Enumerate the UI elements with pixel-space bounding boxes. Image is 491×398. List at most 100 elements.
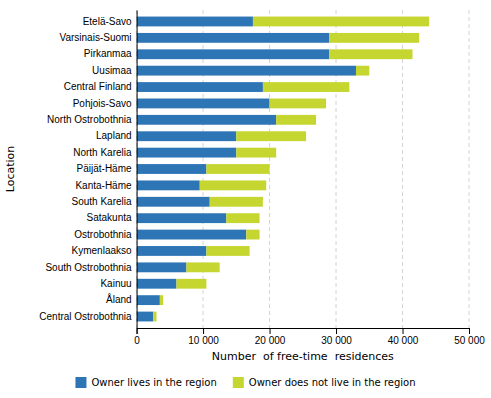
legend-item: Owner lives in the region	[75, 377, 216, 388]
bar	[246, 230, 259, 240]
tick: Lapland	[96, 130, 137, 141]
bar	[137, 180, 200, 190]
x-axis-title: Number of free-time residences	[212, 350, 394, 363]
tick-label: Central Finland	[64, 81, 132, 92]
tick: Satakunta	[87, 212, 137, 223]
tick-mark	[469, 328, 470, 334]
bar	[137, 82, 263, 92]
tick-label: Pohjois-Savo	[73, 98, 132, 109]
tick-label: 0	[134, 335, 140, 346]
bar	[270, 99, 327, 109]
tick: South Karelia	[72, 196, 137, 207]
tick: 0	[134, 328, 140, 346]
bar	[137, 262, 187, 272]
plot: 0 10 000 20 000 30 000 40 000 50 000 Etelä-Sav…	[4, 10, 485, 363]
y-axis: Etelä-Savo Varsinais-Suomi Pirkanmaa Uusima…	[39, 11, 137, 329]
tick-label: Ostrobothnia	[74, 229, 132, 240]
bar	[186, 262, 219, 272]
bar	[137, 213, 227, 223]
tick-label: 20 000	[255, 335, 286, 346]
tick-label: Central Ostrobothnia	[39, 311, 132, 322]
tick-mark	[270, 328, 271, 334]
tick: 10 000	[188, 328, 219, 346]
bar	[137, 230, 247, 240]
tick-label: Varsinais-Suomi	[60, 32, 132, 43]
grid-line	[136, 10, 137, 328]
x-axis: 0 10 000 20 000 30 000 40 000 50 000	[134, 328, 485, 346]
bar	[263, 82, 349, 92]
tick-label: 40 000	[388, 335, 419, 346]
tick: Åland	[106, 293, 137, 305]
bar	[160, 295, 163, 305]
tick-label: North Ostrobothnia	[47, 114, 132, 125]
tick: Kymenlaakso	[72, 245, 137, 256]
legend-label: Owner lives in the region	[91, 377, 216, 388]
legend: Owner lives in the region Owner does not …	[75, 377, 415, 388]
bar	[206, 164, 269, 174]
tick: Ostrobothnia	[74, 229, 136, 240]
tick-label: Lapland	[96, 130, 132, 141]
tick-label: Åland	[106, 293, 132, 305]
tick-label: South Karelia	[72, 196, 132, 207]
tick-label: Kanta-Häme	[75, 180, 132, 191]
bar	[200, 180, 266, 190]
chart: 0 10 000 20 000 30 000 40 000 50 000 Etelä-Sav…	[0, 0, 491, 398]
tick: Kanta-Häme	[75, 180, 136, 191]
tick: 40 000	[388, 328, 419, 346]
bar	[236, 148, 276, 158]
tick-label: 10 000	[188, 335, 219, 346]
tick-label: North Karelia	[73, 147, 132, 158]
tick-label: Etelä-Savo	[83, 16, 132, 27]
bar	[153, 312, 156, 322]
bar	[137, 66, 356, 76]
bar	[137, 49, 330, 59]
bar	[137, 279, 177, 289]
bar	[137, 33, 330, 43]
tick-label: Päijät-Häme	[77, 163, 132, 174]
tick-mark	[137, 328, 138, 334]
bar	[137, 99, 270, 109]
tick-label: Kymenlaakso	[72, 245, 132, 256]
tick: Central Ostrobothnia	[39, 311, 136, 322]
tick-mark	[336, 328, 337, 334]
bar	[329, 33, 419, 43]
bar	[276, 115, 316, 125]
tick-label: South Ostrobothnia	[45, 262, 132, 273]
bar	[137, 164, 207, 174]
bar	[226, 213, 259, 223]
bar-series	[137, 17, 356, 322]
bar	[137, 131, 237, 141]
bar	[236, 131, 306, 141]
tick: Kainuu	[100, 278, 136, 289]
tick: Pirkanmaa	[84, 48, 137, 59]
axis-line	[137, 11, 138, 329]
tick: 30 000	[321, 328, 352, 346]
legend-item: Owner does not live in the region	[233, 377, 416, 388]
bar	[137, 197, 210, 207]
bar	[137, 295, 160, 305]
tick-label: Uusimaa	[92, 65, 132, 76]
bars	[137, 17, 430, 322]
legend-label: Owner does not live in the region	[249, 377, 416, 388]
tick: 20 000	[255, 328, 286, 346]
tick-label: Kainuu	[100, 278, 131, 289]
tick: Varsinais-Suomi	[60, 32, 137, 43]
bar	[137, 148, 237, 158]
tick-label: 50 000	[454, 335, 485, 346]
bar-series	[153, 17, 429, 322]
axis-line	[137, 329, 469, 335]
bar	[253, 17, 429, 27]
tick-mark	[403, 328, 404, 334]
bar	[356, 66, 369, 76]
grid-line	[469, 10, 470, 328]
tick-mark	[203, 328, 204, 334]
tick: Central Finland	[64, 81, 137, 92]
tick: North Karelia	[73, 147, 136, 158]
grid	[137, 10, 469, 328]
bar	[329, 49, 412, 59]
legend-swatch	[75, 377, 86, 388]
tick: 50 000	[454, 328, 485, 346]
tick: Uusimaa	[92, 65, 136, 76]
bar	[137, 312, 154, 322]
tick-label: 30 000	[321, 335, 352, 346]
